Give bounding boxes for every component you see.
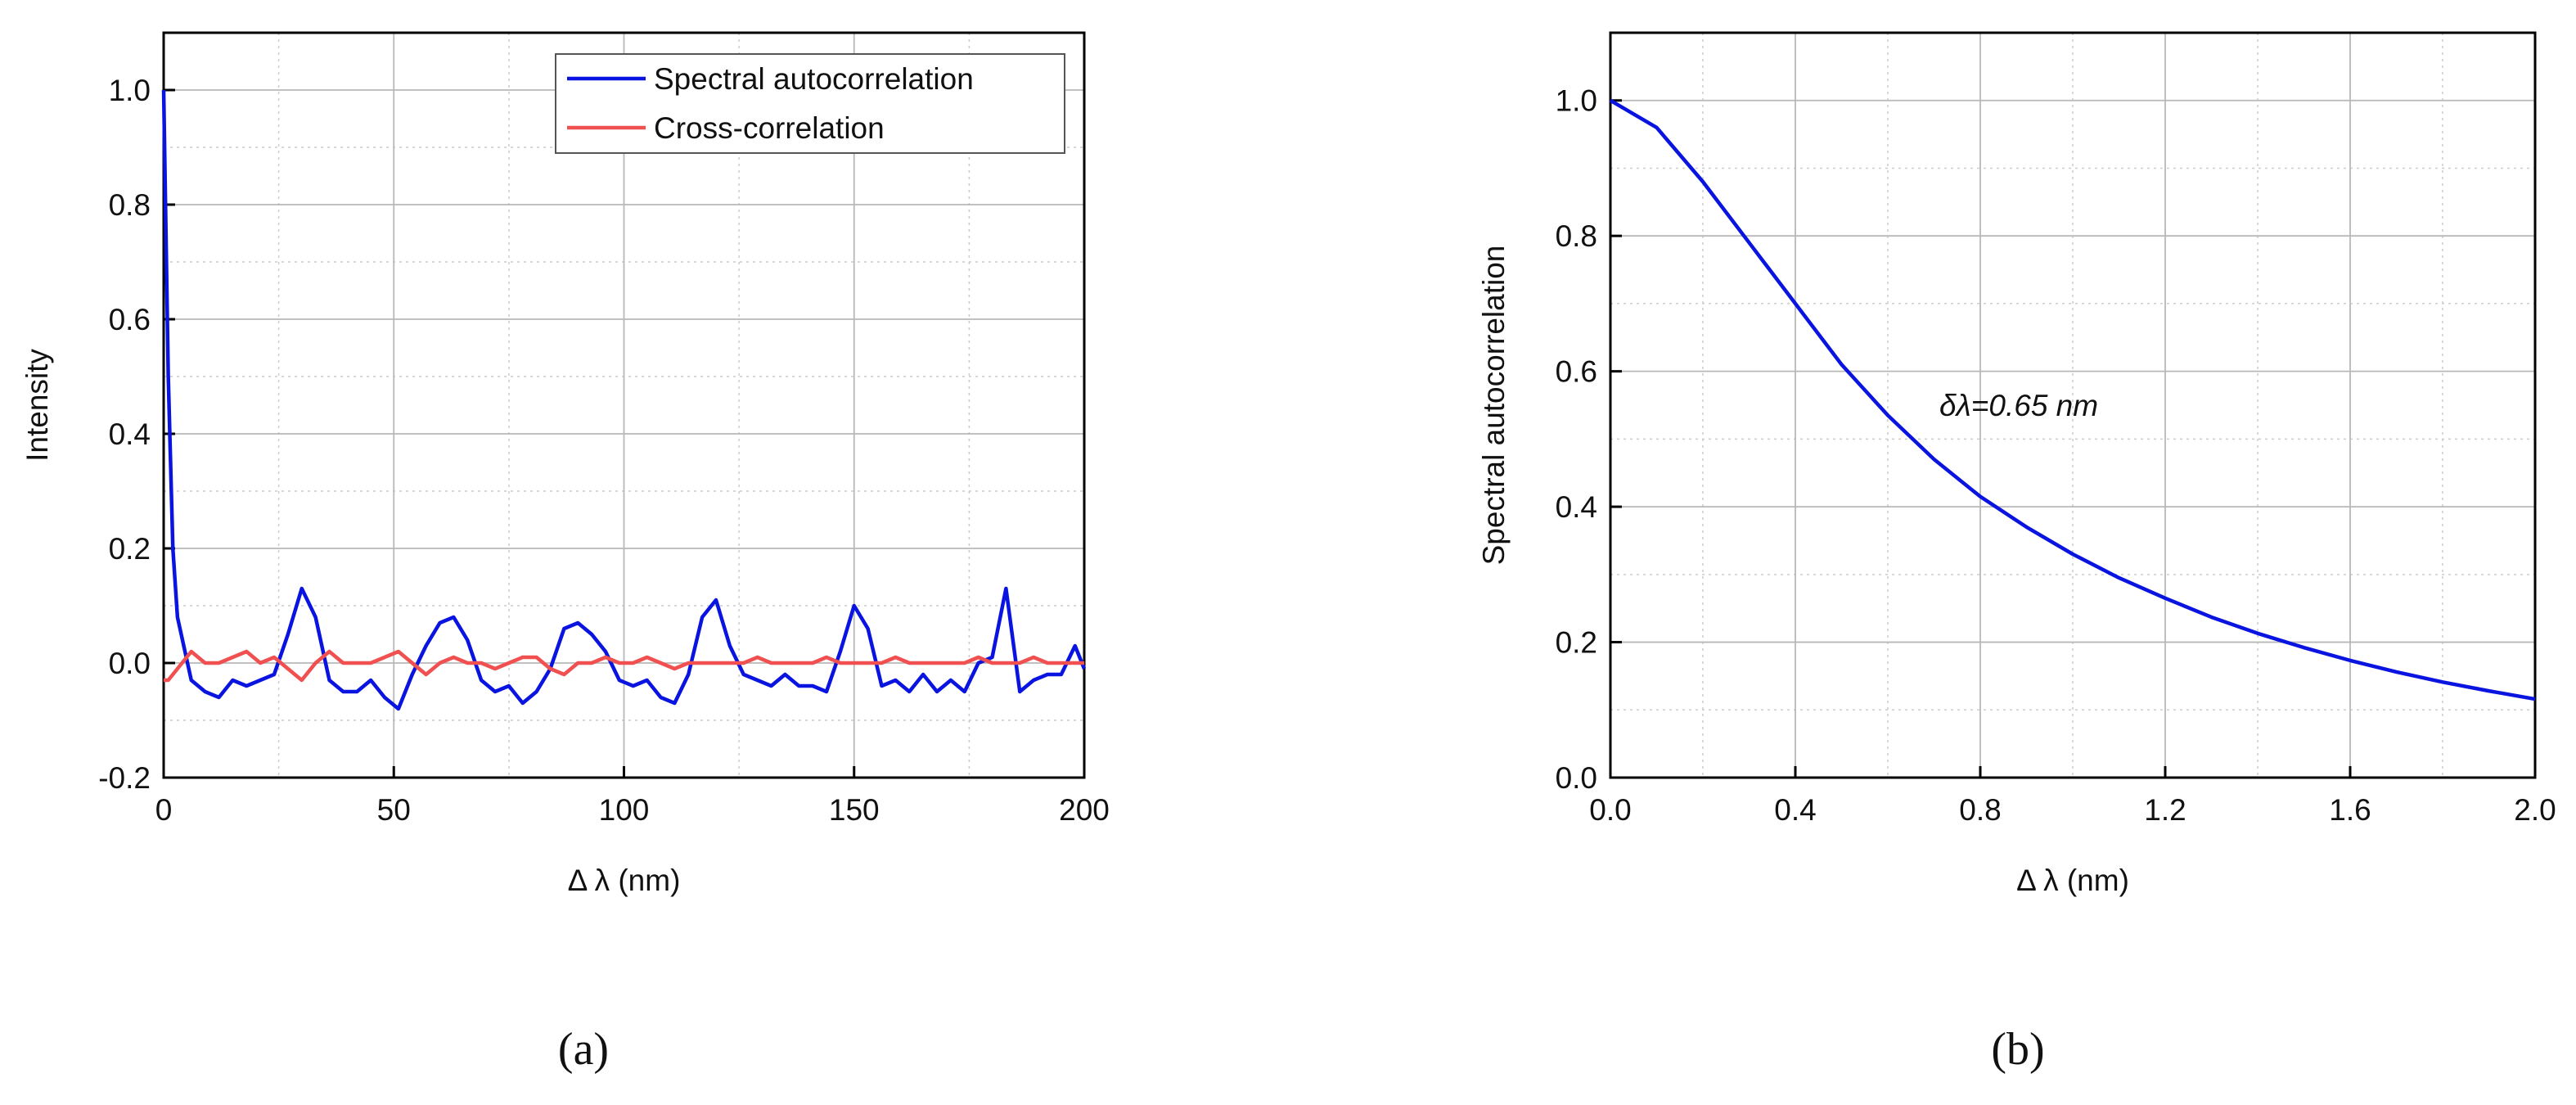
x-tick-label: 1.6 (2329, 793, 2371, 827)
y-tick-label: 0.2 (109, 532, 151, 566)
annotation: δλ=0.65 nm (1939, 389, 2098, 422)
x-tick-label: 100 (599, 793, 650, 827)
x-tick-label: 2.0 (2514, 793, 2556, 827)
chart: 0.0 0.2 0.4 0.6 0.8 1.0 0.0 0.4 0.8 1.2 1.6 2.0 Δ λ … (1477, 31, 2556, 1075)
x-tick-label: 0.8 (1959, 793, 2001, 827)
x-tick-label: 0 (155, 793, 173, 827)
y-tick-label: 0.8 (1556, 219, 1597, 253)
x-tick-label: 150 (829, 793, 880, 827)
plot-frame (1609, 31, 2537, 779)
y-tick-label: 1.0 (109, 74, 151, 107)
legend-label: Spectral autocorrelation (654, 62, 974, 96)
chart: -0.2 0.0 0.2 0.4 0.6 0.8 1.0 0 50 100 150 200 Δ λ (n… (20, 31, 1110, 1075)
x-tick-label: 1.2 (2144, 793, 2186, 827)
x-tick-label: 0.0 (1589, 793, 1631, 827)
x-tick-label: 200 (1059, 793, 1110, 827)
x-tick-label: 0.4 (1774, 793, 1816, 827)
x-tick-label: 50 (377, 793, 411, 827)
y-tick-label: 0.2 (1556, 626, 1597, 660)
data-line (1609, 98, 2536, 701)
y-tick-label: 0.0 (1556, 761, 1597, 795)
y-tick-label: 0.6 (1556, 355, 1597, 389)
y-tick-label: -0.2 (98, 761, 151, 795)
y-tick-label: 0.4 (109, 417, 151, 451)
plot-frame (162, 31, 1086, 779)
data-line (161, 89, 1087, 711)
panel-label: (a) (558, 1024, 609, 1075)
panel-label: (b) (1991, 1024, 2044, 1075)
legend-box (555, 53, 1065, 154)
data-line (164, 649, 1084, 683)
x-axis-title: Δ λ (nm) (568, 864, 681, 897)
y-axis-title: Intensity (20, 349, 54, 462)
y-tick-label: 1.0 (1556, 84, 1597, 118)
y-tick-label: 0.4 (1556, 490, 1597, 524)
y-axis-title: Spectral autocorrelation (1477, 246, 1511, 566)
y-tick-label: 0.8 (109, 188, 151, 222)
legend-label: Cross-correlation (654, 111, 885, 145)
y-tick-label: 0.0 (109, 647, 151, 680)
x-axis-title: Δ λ (nm) (2016, 864, 2129, 897)
y-tick-label: 0.6 (109, 303, 151, 336)
